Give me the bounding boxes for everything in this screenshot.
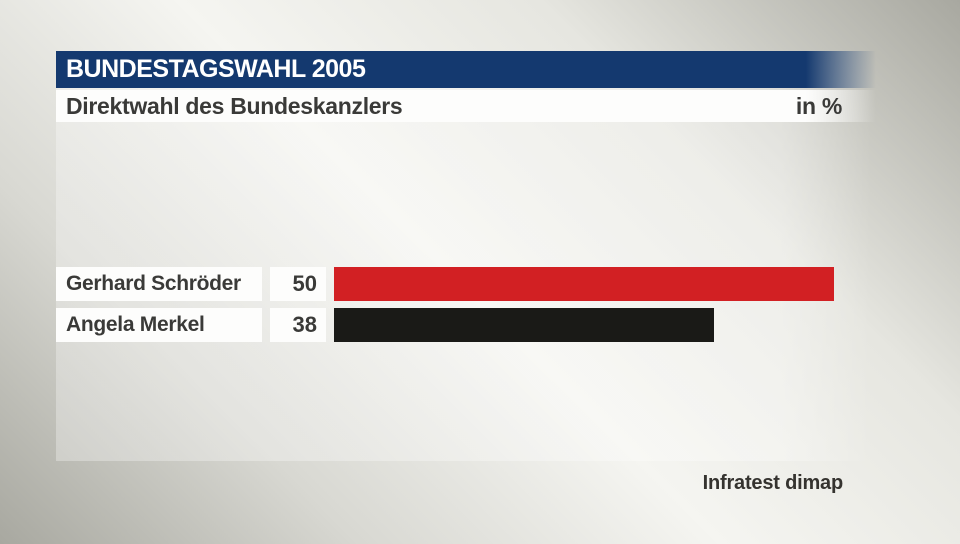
- candidate-name: Angela Merkel: [66, 313, 205, 336]
- chart-subtitle: Direktwahl des Bundeskanzlers: [66, 92, 403, 119]
- source-credit: Infratest dimap: [702, 472, 844, 494]
- header-subtitle-bar: Direktwahl des Bundeskanzlers in %: [56, 90, 880, 122]
- bar-chart: Gerhard Schröder 50 Angela Merkel 38: [56, 267, 834, 349]
- page-title: BUNDESTAGSWAHL 2005: [66, 55, 366, 83]
- header-title-bar: BUNDESTAGSWAHL 2005: [56, 51, 880, 88]
- value-box: 38: [270, 308, 326, 342]
- candidate-name-box: Gerhard Schröder: [56, 267, 262, 301]
- bar-schroeder: [334, 267, 834, 301]
- unit-label: in %: [795, 92, 842, 119]
- candidate-name: Gerhard Schröder: [66, 272, 241, 295]
- bar-merkel: [334, 308, 714, 342]
- chart-row-merkel: Angela Merkel 38: [56, 308, 834, 342]
- candidate-name-box: Angela Merkel: [56, 308, 262, 342]
- value-box: 50: [270, 267, 326, 301]
- chart-row-schroeder: Gerhard Schröder 50: [56, 267, 834, 301]
